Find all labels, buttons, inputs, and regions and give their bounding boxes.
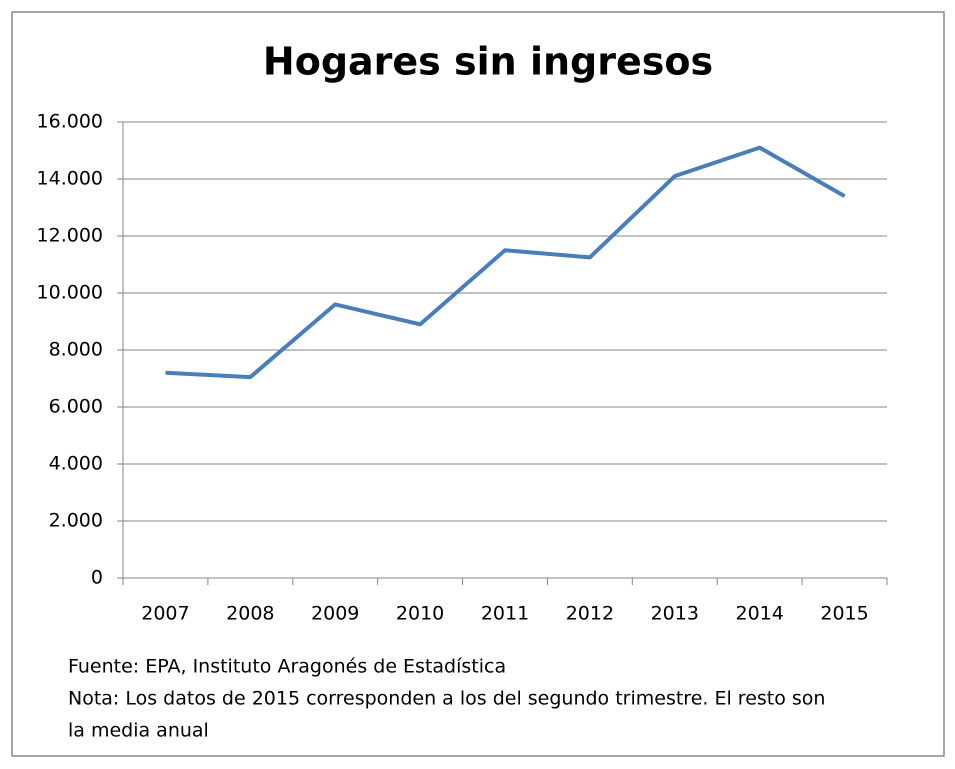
y-tick-label: 0 bbox=[91, 567, 103, 589]
x-tick-label: 2012 bbox=[566, 603, 614, 625]
y-tick-label: 16.000 bbox=[37, 111, 103, 133]
y-tick-label: 6.000 bbox=[49, 396, 103, 418]
y-tick-label: 4.000 bbox=[49, 453, 103, 475]
note: la media anual bbox=[68, 720, 209, 742]
x-tick-label: 2013 bbox=[651, 603, 699, 625]
x-tick-label: 2008 bbox=[226, 603, 274, 625]
x-tick-label: 2014 bbox=[735, 603, 783, 625]
y-tick-label: 2.000 bbox=[49, 510, 103, 532]
chart-title: Hogares sin ingresos bbox=[263, 40, 713, 84]
data-line bbox=[165, 145, 846, 380]
note: Fuente: EPA, Instituto Aragonés de Estad… bbox=[68, 656, 506, 678]
x-tick-label: 2011 bbox=[481, 603, 529, 625]
x-tick-label: 2015 bbox=[820, 603, 868, 625]
x-tick-label: 2007 bbox=[141, 603, 189, 625]
note: Nota: Los datos de 2015 corresponden a l… bbox=[68, 688, 825, 710]
x-tick-label: 2010 bbox=[396, 603, 444, 625]
x-tick-label: 2009 bbox=[311, 603, 359, 625]
y-tick-label: 8.000 bbox=[49, 339, 103, 361]
chart-frame bbox=[11, 11, 945, 757]
y-tick-label: 14.000 bbox=[37, 168, 103, 190]
y-tick-label: 10.000 bbox=[37, 282, 103, 304]
y-tick-label: 12.000 bbox=[37, 225, 103, 247]
